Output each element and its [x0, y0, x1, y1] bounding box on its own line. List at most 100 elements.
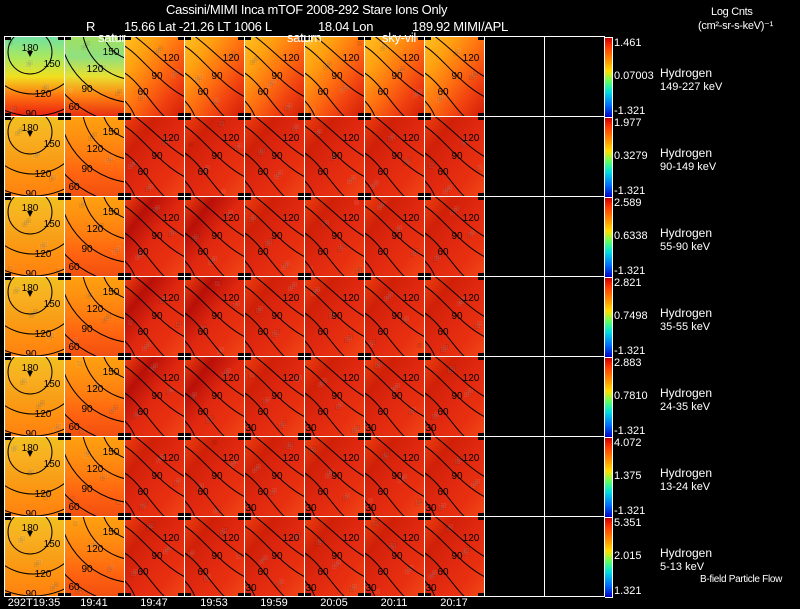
heatmap-pixel	[161, 297, 166, 302]
heatmap-pixel	[270, 490, 275, 495]
heatmap-pixel	[237, 553, 242, 558]
heatmap-pixel	[25, 219, 30, 224]
image-panel: 120 90 60 30	[304, 436, 364, 516]
contour-line	[185, 445, 244, 497]
contour-label: 120	[283, 453, 300, 464]
heatmap-fill	[425, 517, 484, 596]
contour-line	[425, 205, 484, 257]
contour-line	[434, 37, 484, 77]
contour-label: 120	[463, 213, 480, 224]
heatmap-pixel	[434, 256, 439, 261]
heatmap-pixel	[371, 183, 376, 188]
heatmap-fill	[125, 277, 184, 356]
contour-label: 90	[271, 311, 283, 322]
heatmap-pixel	[148, 524, 153, 529]
image-panel: 180 150 120 90	[4, 436, 64, 516]
heatmap-pixel	[75, 589, 80, 594]
heatmap-pixel	[191, 237, 196, 242]
heatmap-pixel	[165, 137, 170, 142]
heatmap-pixel	[54, 426, 59, 431]
heatmap-pixel	[15, 131, 20, 136]
heatmap-pixel	[357, 41, 362, 46]
heatmap-pixel	[198, 74, 203, 79]
heatmap-pixel	[434, 412, 439, 417]
species-label: Hydrogen	[660, 146, 713, 160]
contour-label: 60	[137, 487, 149, 498]
heatmap-pixel	[109, 565, 114, 570]
heatmap-pixel	[411, 251, 416, 256]
heatmap-fill	[245, 37, 304, 116]
contour-label: 90	[271, 551, 283, 562]
heatmap-pixel	[317, 539, 322, 544]
heatmap-pixel	[155, 49, 160, 54]
heatmap-fill	[125, 437, 184, 516]
contour-line	[194, 277, 244, 317]
heatmap-pixel	[204, 576, 209, 581]
heatmap-pixel	[51, 585, 56, 590]
heatmap-pixel	[191, 393, 196, 398]
contour-line	[5, 403, 64, 415]
heatmap-pixel	[57, 267, 62, 272]
contour-line	[245, 205, 304, 257]
contour-line	[125, 420, 136, 436]
heatmap-pixel	[347, 179, 352, 184]
heatmap-pixel	[331, 311, 336, 316]
contour-line	[125, 525, 184, 577]
empty-panel	[484, 36, 544, 116]
heatmap-pixel	[106, 314, 111, 319]
heatmap-pixel	[78, 360, 83, 365]
contour-label: 60	[257, 87, 269, 98]
heatmap-pixel	[224, 370, 229, 375]
contour-line	[7, 437, 53, 475]
contour-line	[245, 72, 285, 116]
heatmap-pixel	[452, 208, 457, 213]
image-grid: 180 150 120 90 150 120 90 60 120 90 60 120 90 60 120 90…	[4, 36, 605, 597]
heatmap-pixel	[69, 497, 74, 502]
heatmap-pixel	[142, 346, 147, 351]
contour-line	[185, 100, 196, 116]
heatmap-pixel	[173, 481, 178, 486]
heatmap-pixel	[436, 254, 441, 259]
contour-label: 150	[44, 139, 61, 150]
heatmap-pixel	[73, 337, 78, 342]
heatmap-pixel	[249, 217, 254, 222]
contour-line	[7, 117, 53, 155]
heatmap-pixel	[222, 528, 227, 533]
heatmap-fill	[305, 117, 364, 196]
heatmap-pixel	[291, 283, 296, 288]
heatmap-pixel	[216, 506, 221, 511]
heatmap-fill	[245, 117, 304, 196]
contour-label: 90	[211, 71, 223, 82]
contour-label: 60	[377, 567, 389, 578]
contour-label: 120	[223, 373, 240, 384]
colorbar-mid-label: 0.07003	[614, 70, 654, 82]
contour-label: 60	[317, 247, 329, 258]
contour-label: 90	[81, 404, 93, 415]
heatmap-fill	[185, 117, 244, 196]
heatmap-pixel	[159, 299, 164, 304]
contour-line	[365, 45, 424, 97]
heatmap-pixel	[398, 68, 403, 73]
heatmap-pixel	[457, 457, 462, 462]
heatmap-pixel	[370, 340, 375, 345]
contour-label: 90	[451, 471, 463, 482]
heatmap-pixel	[105, 159, 110, 164]
contour-line	[7, 277, 53, 315]
image-panel: 120 90 60	[424, 276, 484, 356]
contour-line	[314, 37, 364, 77]
contour-line	[425, 445, 484, 497]
contour-line	[365, 125, 424, 177]
heatmap-pixel	[416, 500, 421, 505]
heatmap-pixel	[34, 152, 39, 157]
heatmap-pixel	[432, 570, 437, 575]
heatmap-pixel	[316, 540, 321, 545]
heatmap-pixel	[381, 45, 386, 50]
contour-line	[305, 312, 345, 356]
heatmap-pixel	[252, 468, 257, 473]
heatmap-fill	[245, 277, 304, 356]
